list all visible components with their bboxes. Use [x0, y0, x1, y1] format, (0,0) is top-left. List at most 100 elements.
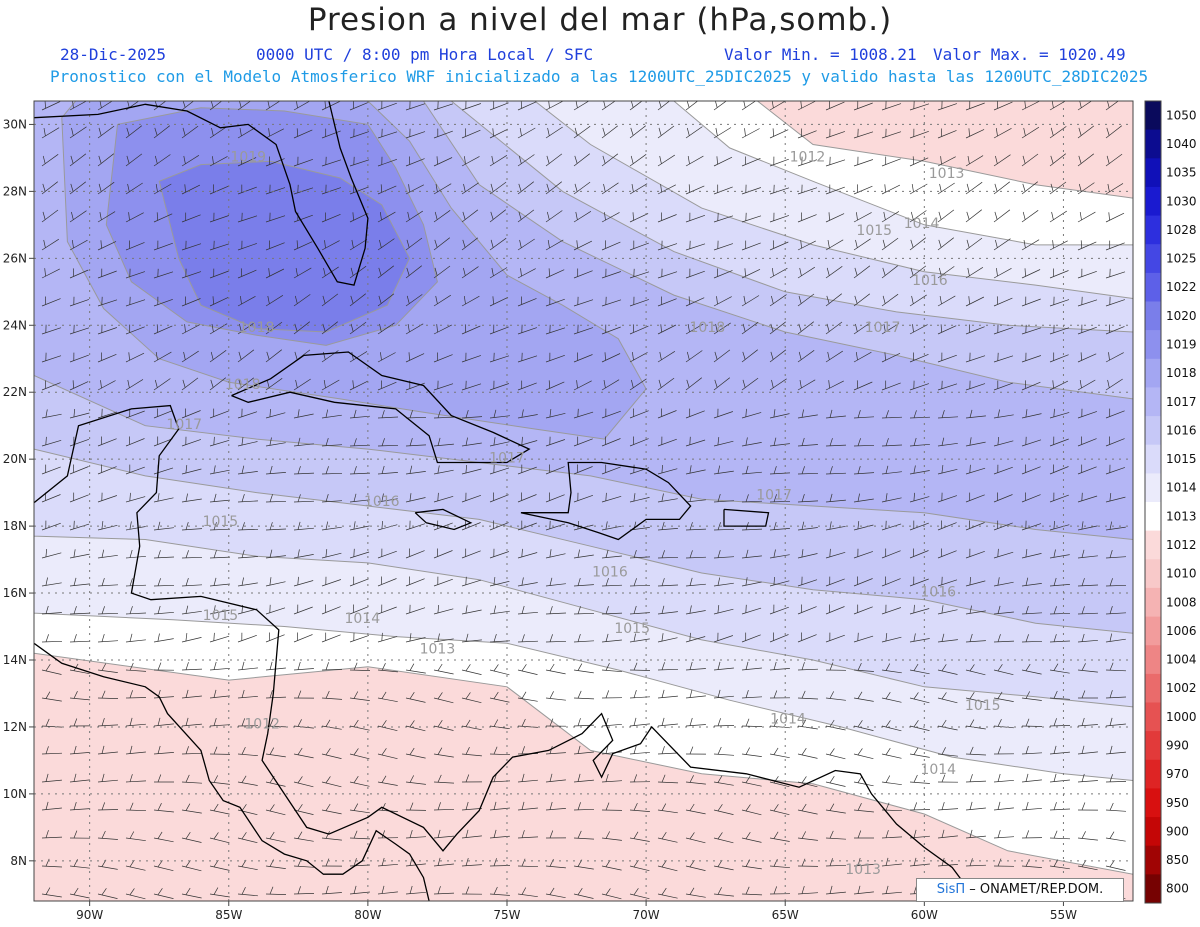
wind-barb: [713, 127, 732, 139]
wind-barb: [125, 352, 145, 363]
wind-barb: [209, 583, 230, 587]
wind-barb: [993, 779, 1014, 783]
wind-barb-flag: [997, 746, 1002, 755]
wind-barb: [181, 893, 202, 899]
wind-barb-flag: [659, 351, 662, 360]
wind-barb-flag: [686, 351, 690, 360]
wind-barb-flag: [1081, 745, 1085, 754]
wind-barb: [1105, 723, 1126, 727]
wind-barb: [797, 472, 819, 475]
wind-barb-flag: [689, 493, 693, 502]
wind-barb: [153, 351, 172, 363]
graticule: [34, 101, 1133, 901]
wind-barb: [237, 269, 257, 279]
wind-barb: [825, 781, 846, 787]
wind-barb: [629, 497, 650, 503]
wind-barb-flag: [1053, 634, 1057, 642]
colorbar-label: 1015: [1166, 452, 1197, 466]
wind-barb-flag: [157, 774, 162, 783]
wind-barb: [69, 269, 89, 279]
wind-barb: [461, 808, 482, 811]
wind-barb: [209, 410, 229, 419]
wind-barb: [1077, 379, 1096, 391]
wind-barb-flag: [969, 774, 973, 782]
wind-barb: [517, 181, 535, 195]
wind-barb: [377, 211, 396, 223]
wind-barb-flag: [575, 211, 578, 220]
wind-barb-flag: [73, 606, 77, 614]
wind-barb: [741, 837, 762, 843]
coastlines: [34, 101, 978, 901]
wind-barb-flag: [521, 887, 527, 895]
wind-barb-flag: [856, 212, 858, 221]
wind-barb: [1021, 779, 1042, 783]
wind-barb: [433, 697, 454, 704]
wind-barb-flag: [434, 239, 438, 248]
wind-barb: [573, 640, 595, 643]
wind-barb-flag: [101, 717, 105, 726]
wind-barb: [377, 185, 397, 195]
wind-barb-flag: [801, 885, 805, 894]
colorbar-swatch: [1145, 186, 1161, 216]
wind-barb-flag: [492, 296, 494, 305]
colorbar-swatch: [1145, 874, 1161, 904]
wind-barb-flag: [577, 549, 580, 558]
wind-barb: [433, 835, 454, 839]
wind-barb-flag: [549, 409, 552, 418]
wind-barb: [601, 780, 623, 783]
wind-barb: [825, 472, 847, 475]
wind-barb: [825, 864, 847, 867]
wind-barb-flag: [381, 802, 386, 811]
wind-barb-flag: [1081, 802, 1086, 811]
wind-barb: [853, 185, 873, 195]
wind-barb: [293, 500, 315, 503]
wind-barb: [461, 835, 482, 839]
isobar-label: 1012: [790, 149, 826, 165]
wind-barb: [1077, 495, 1098, 503]
wind-barb: [97, 779, 118, 783]
wind-barb: [69, 808, 91, 811]
wind-barb: [41, 209, 59, 223]
wind-barb-flag: [128, 212, 130, 221]
wind-barb-flag: [297, 466, 301, 474]
wind-barb-flag: [101, 830, 106, 839]
wind-barb-flag: [828, 212, 830, 221]
wind-barb-flag: [73, 408, 76, 418]
wind-barb-flag: [353, 830, 358, 839]
wind-barb: [209, 185, 229, 195]
wind-barb: [69, 583, 90, 587]
wind-barb: [125, 584, 147, 587]
wind-barb: [1049, 669, 1070, 674]
wind-barb-flag: [1106, 155, 1110, 164]
wind-barb-flag: [45, 664, 51, 672]
wind-barb-flag: [633, 605, 637, 614]
wind-barb: [993, 209, 1011, 223]
wind-barb: [1049, 725, 1071, 727]
wind-barb: [1077, 751, 1098, 755]
wind-barb: [657, 243, 678, 251]
wind-barb: [909, 237, 927, 251]
wind-barb-flag: [381, 885, 385, 894]
wind-barb: [993, 414, 1014, 419]
wind-barb-flag: [661, 521, 665, 530]
wind-barb-flag: [661, 746, 665, 754]
wind-barb-flag: [157, 662, 162, 671]
wind-barb: [489, 725, 510, 730]
wind-barb-flag: [493, 633, 497, 642]
wind-barb: [825, 697, 846, 701]
wind-barb-flag: [465, 664, 471, 672]
wind-barb: [1077, 182, 1095, 195]
wind-barb: [881, 444, 903, 447]
wind-barb-flag: [913, 857, 917, 866]
wind-barb-flag: [1078, 127, 1082, 136]
wind-barb-flag: [350, 295, 354, 304]
wind-barb-flag: [1081, 717, 1085, 726]
wind-barb-flag: [73, 887, 79, 895]
wind-barb: [237, 295, 256, 307]
wind-barb: [405, 523, 426, 531]
forecast-date: 28-Dic-2025: [60, 45, 166, 64]
wind-barb-flag: [773, 776, 779, 784]
wind-barb-flag: [997, 858, 1002, 867]
wind-barb-flag: [381, 691, 387, 699]
wind-barb-flag: [997, 691, 1003, 699]
